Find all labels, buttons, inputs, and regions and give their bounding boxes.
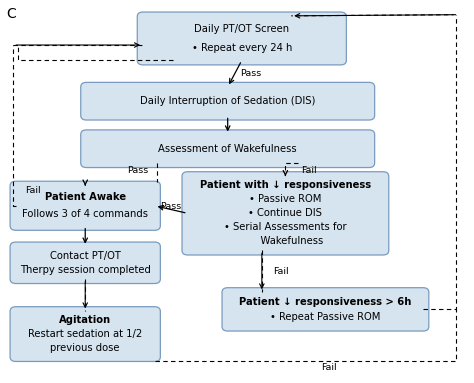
FancyBboxPatch shape [222, 288, 429, 331]
Text: Contact PT/OT: Contact PT/OT [50, 251, 121, 261]
Text: Patient ↓ responsiveness > 6h: Patient ↓ responsiveness > 6h [239, 297, 411, 307]
Text: Fail: Fail [273, 267, 289, 276]
Text: Agitation: Agitation [59, 315, 111, 325]
Text: Therpy session completed: Therpy session completed [20, 265, 151, 275]
Text: Daily Interruption of Sedation (DIS): Daily Interruption of Sedation (DIS) [140, 96, 315, 106]
Text: • Repeat Passive ROM: • Repeat Passive ROM [270, 312, 381, 322]
FancyBboxPatch shape [137, 12, 346, 65]
Text: Fail: Fail [25, 186, 41, 195]
Text: Pass: Pass [161, 202, 182, 211]
Text: Fail: Fail [321, 363, 337, 372]
FancyBboxPatch shape [10, 307, 160, 362]
Text: Follows 3 of 4 commands: Follows 3 of 4 commands [22, 210, 148, 219]
Text: Wakefulness: Wakefulness [248, 236, 323, 246]
Text: Restart sedation at 1/2: Restart sedation at 1/2 [28, 329, 142, 339]
FancyBboxPatch shape [10, 242, 160, 283]
Text: • Passive ROM: • Passive ROM [249, 195, 321, 205]
Text: Fail: Fail [301, 166, 317, 175]
FancyBboxPatch shape [81, 130, 374, 167]
Text: Assessment of Wakefulness: Assessment of Wakefulness [158, 144, 297, 154]
Text: previous dose: previous dose [50, 343, 120, 353]
FancyBboxPatch shape [182, 172, 389, 255]
FancyBboxPatch shape [10, 181, 160, 230]
FancyBboxPatch shape [81, 82, 374, 120]
Text: Pass: Pass [241, 69, 262, 78]
Text: Daily PT/OT Screen: Daily PT/OT Screen [194, 24, 290, 34]
Text: Pass: Pass [128, 166, 149, 175]
Text: Patient Awake: Patient Awake [45, 192, 126, 202]
Text: Patient with ↓ responsiveness: Patient with ↓ responsiveness [200, 180, 371, 190]
Text: • Serial Assessments for: • Serial Assessments for [224, 223, 346, 232]
Text: • Repeat every 24 h: • Repeat every 24 h [191, 43, 292, 53]
Text: C: C [6, 7, 16, 21]
Text: • Continue DIS: • Continue DIS [248, 208, 322, 218]
